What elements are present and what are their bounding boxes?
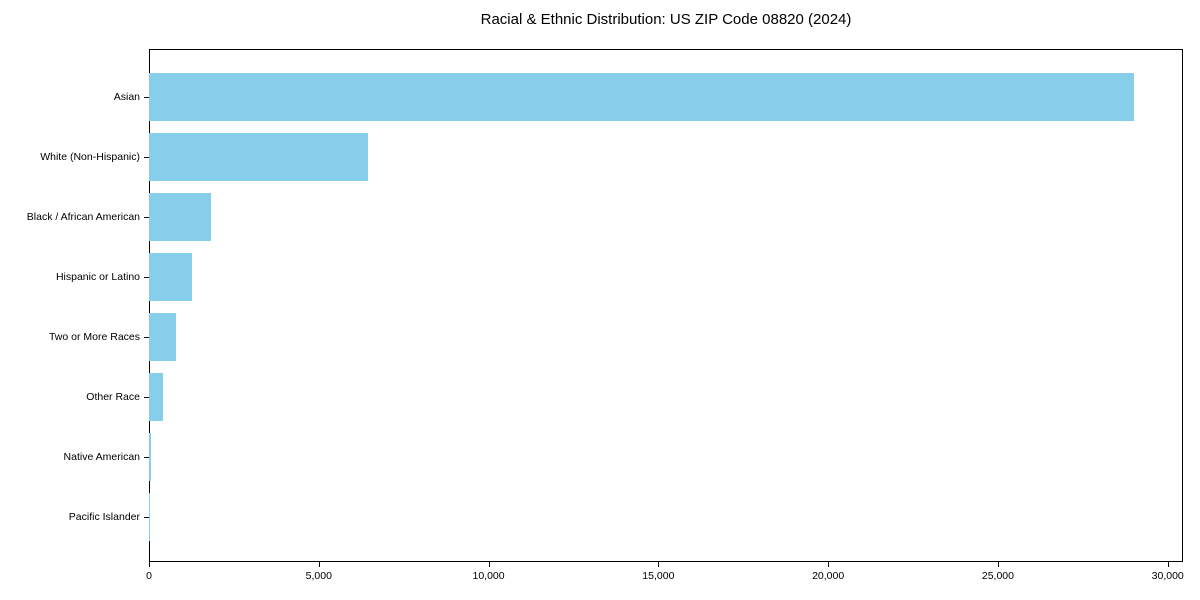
y-tick-asian (144, 97, 149, 98)
bar-two-or-more-races (149, 313, 177, 361)
x-tick-label-20000: 20,000 (812, 570, 845, 582)
bar-hispanic-or-latino (149, 253, 193, 301)
y-tick-two-or-more-races (144, 337, 149, 338)
y-tick-black-african-american (144, 217, 149, 218)
x-tick-10000 (488, 562, 490, 567)
y-axis-label-pacific-islander: Pacific Islander (68, 511, 140, 523)
y-tick-other-race (144, 397, 149, 398)
y-tick-white-non-hispanic (144, 157, 149, 158)
bar-black-african-american (149, 193, 211, 241)
y-tick-hispanic-or-latino (144, 277, 149, 278)
y-axis-label-native-american: Native American (63, 451, 140, 463)
plot-area (149, 49, 1183, 562)
y-axis-label-hispanic-or-latino: Hispanic or Latino (55, 271, 140, 283)
y-tick-native-american (144, 457, 149, 458)
y-axis-label-white-non-hispanic: White (Non-Hispanic) (40, 151, 140, 163)
y-tick-pacific-islander (144, 517, 149, 518)
x-tick-label-10000: 10,000 (472, 570, 505, 582)
x-tick-5000 (318, 562, 320, 567)
bar-other-race (149, 373, 163, 421)
y-axis-label-two-or-more-races: Two or More Races (48, 331, 140, 343)
y-axis-label-black-african-american: Black / African American (26, 211, 140, 223)
x-tick-label-5000: 5,000 (305, 570, 332, 582)
x-tick-20000 (828, 562, 830, 567)
y-axis-label-asian: Asian (113, 91, 140, 103)
bar-native-american (149, 433, 152, 481)
chart-title: Racial & Ethnic Distribution: US ZIP Cod… (480, 11, 852, 28)
x-tick-25000 (997, 562, 999, 567)
x-tick-30000 (1167, 562, 1169, 567)
x-tick-label-30000: 30,000 (1151, 570, 1184, 582)
bar-white-non-hispanic (149, 133, 369, 181)
x-tick-label-0: 0 (146, 570, 152, 582)
y-axis-label-other-race: Other Race (86, 391, 140, 403)
x-tick-label-25000: 25,000 (981, 570, 1014, 582)
bar-pacific-islander (149, 493, 150, 541)
x-tick-0 (149, 562, 150, 567)
x-tick-15000 (658, 562, 660, 567)
x-tick-label-15000: 15,000 (642, 570, 675, 582)
bar-asian (149, 73, 1134, 121)
